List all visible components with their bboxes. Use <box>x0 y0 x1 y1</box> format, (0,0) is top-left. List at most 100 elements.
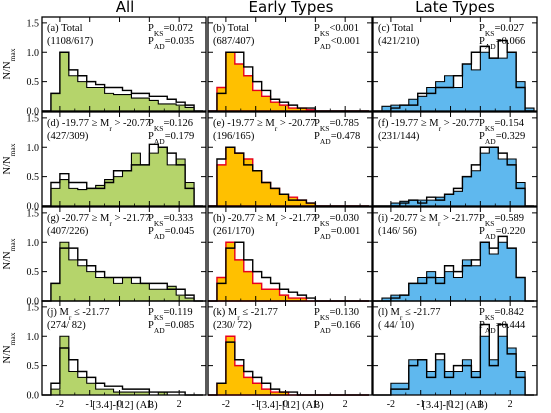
x-tick-label: -2 <box>387 399 395 410</box>
panel-counts: (427/309) <box>47 131 89 142</box>
panel-label: (b) Total <box>213 23 249 34</box>
y-axis-labels: N/Nmax N/Nmax N/Nmax N/Nmax <box>2 48 17 363</box>
outline-histogram <box>42 247 204 302</box>
panel-frame <box>207 111 373 207</box>
panel-11: -2 -1 0 1 2 (k) Mr ≤ -21.77(230/ 72) PKS=0.130… <box>207 300 373 410</box>
column-title-all: All <box>116 0 135 16</box>
x-tick-label: -1 <box>417 399 425 410</box>
x-axis-label-all: [3.4]-[12] (AB) <box>92 400 158 411</box>
outline-histogram <box>373 39 535 112</box>
panel-5: (e) -19.77 ≥ Mr > -20.77(196/165) PKS=0.7… <box>207 111 373 207</box>
y-axis-label: N/Nmax <box>2 332 17 363</box>
panel-label: (h) -20.77 ≥ Mr > -21.77 <box>213 213 316 228</box>
panel-label: (l) Mr ≤ -21.77 <box>378 307 441 322</box>
y-tick-label: 0.5 <box>27 267 40 278</box>
outline-histogram <box>42 143 204 207</box>
panel-frame <box>372 16 538 112</box>
p-ad-value: PAD=0.045 <box>148 226 194 241</box>
panel-counts: (1108/617) <box>47 36 94 47</box>
x-tick-label: 0 <box>117 399 122 410</box>
p-ad-value: PAD=0.001 <box>314 226 360 241</box>
panel-counts: (274/ 82) <box>47 320 86 331</box>
panel-label: (d) -19.77 ≥ Mr > -20.77 <box>47 118 150 133</box>
panel-7: 0.0 0.5 1.0 1.5 (g) -20.77 ≥ Mr > -21.77(407… <box>27 206 207 308</box>
panel-label: (c) Total <box>378 23 414 34</box>
panel-frame <box>207 300 373 396</box>
y-tick-label: 1.0 <box>27 48 40 59</box>
panel-frame <box>372 111 538 207</box>
panel-grid: 0.0 0.5 1.0 1.5 (a) Total (1108/617) PKS=0.072… <box>27 16 538 410</box>
x-axis-label-early: [3.4]-[12] (AB) <box>258 400 324 411</box>
p-ks-value: PKS=0.333 <box>148 213 193 228</box>
panel-counts: (407/226) <box>47 226 89 237</box>
p-ks-value: PKS=0.785 <box>314 118 359 133</box>
x-tick-label: 2 <box>343 399 348 410</box>
panel-frame <box>207 16 373 112</box>
panel-frame <box>372 300 538 396</box>
y-tick-label: 0.0 <box>27 297 40 308</box>
outline-histogram <box>373 235 535 302</box>
panel-label: (a) Total <box>47 23 83 34</box>
p-ks-value: PKS<0.001 <box>314 23 359 38</box>
panel-6: (f) -19.77 ≥ Mr > -20.77(231/144) PKS=0.1… <box>372 111 538 207</box>
y-tick-label: 0.0 <box>27 202 40 213</box>
panel-counts: (421/210) <box>378 36 420 47</box>
panel-1: 0.0 0.5 1.0 1.5 (a) Total (1108/617) PKS=0.072… <box>27 16 207 118</box>
x-tick-label: -2 <box>56 399 64 410</box>
p-ad-value: PAD=0.329 <box>479 131 525 146</box>
x-tick-label: 1 <box>478 399 483 410</box>
y-tick-label: 0.5 <box>27 77 40 88</box>
p-ks-value: PKS=0.030 <box>314 213 359 228</box>
panel-12: -2 -1 0 1 2 (l) Mr ≤ -21.77( 44/ 10) PKS=0.842… <box>372 300 538 410</box>
outline-histogram <box>42 347 204 396</box>
panel-label: (e) -19.77 ≥ Mr > -20.77 <box>213 118 316 133</box>
p-ks-value: PKS=0.119 <box>148 307 193 322</box>
panel-counts: (146/ 56) <box>378 226 417 237</box>
panel-counts: ( 44/ 10) <box>378 320 415 331</box>
p-ks-value: PKS=0.589 <box>479 213 524 228</box>
panel-counts: (687/407) <box>213 36 255 47</box>
p-ks-value: PKS=0.126 <box>148 118 193 133</box>
panel-frame <box>41 111 207 207</box>
panel-8: (h) -20.77 ≥ Mr > -21.77(261/170) PKS=0.0… <box>207 206 373 302</box>
y-axis-label: N/Nmax <box>2 238 17 269</box>
filled-histogram <box>42 146 204 207</box>
panel-9: (i) -20.77 ≥ Mr > -21.77(146/ 56) PKS=0.5… <box>372 206 538 302</box>
panel-frame <box>41 300 207 396</box>
y-tick-label: 1.5 <box>27 18 40 29</box>
y-axis-label: N/Nmax <box>2 48 17 79</box>
y-tick-label: 1.0 <box>27 238 40 249</box>
y-tick-label: 1.5 <box>27 302 40 313</box>
panel-label: (f) -19.77 ≥ Mr > -20.77 <box>378 118 479 133</box>
panel-10: -2 -1 0 1 2 0.0 0.5 1.0 1.5 (j) Mr ≤ -21.77(274/ … <box>27 300 207 410</box>
panel-label: (k) Mr ≤ -21.77 <box>213 307 278 322</box>
p-ad-value: PAD=0.166 <box>314 320 360 335</box>
p-ad-value: PAD=0.085 <box>148 320 194 335</box>
panel-counts: (196/165) <box>213 131 255 142</box>
p-ks-value: PKS=0.130 <box>314 307 359 322</box>
column-title-late: Late Types <box>415 0 495 16</box>
panel-frame <box>41 16 207 112</box>
p-ks-value: PKS=0.027 <box>479 23 524 38</box>
y-tick-label: 1.5 <box>27 208 40 219</box>
p-ks-value: PKS=0.072 <box>148 23 193 38</box>
outline-histogram <box>373 323 535 396</box>
p-ks-value: PKS=0.842 <box>479 307 524 322</box>
p-ad-value: PAD=0.066 <box>479 36 525 51</box>
x-tick-label: 1 <box>147 399 152 410</box>
x-tick-label: -1 <box>86 399 94 410</box>
panel-label: (g) -20.77 ≥ Mr > -21.77 <box>47 213 150 228</box>
x-tick-label: 0 <box>448 399 453 410</box>
p-ad-value: PAD=0.444 <box>479 320 526 335</box>
y-tick-label: 1.0 <box>27 332 40 343</box>
p-ad-value: PAD=0.035 <box>148 36 194 51</box>
panel-counts: (231/144) <box>378 131 420 142</box>
y-tick-label: 0.5 <box>27 172 40 183</box>
x-tick-label: -1 <box>252 399 260 410</box>
column-title-early: Early Types <box>249 0 334 16</box>
p-ad-value: PAD=0.220 <box>479 226 525 241</box>
y-tick-label: 0.0 <box>27 391 40 402</box>
